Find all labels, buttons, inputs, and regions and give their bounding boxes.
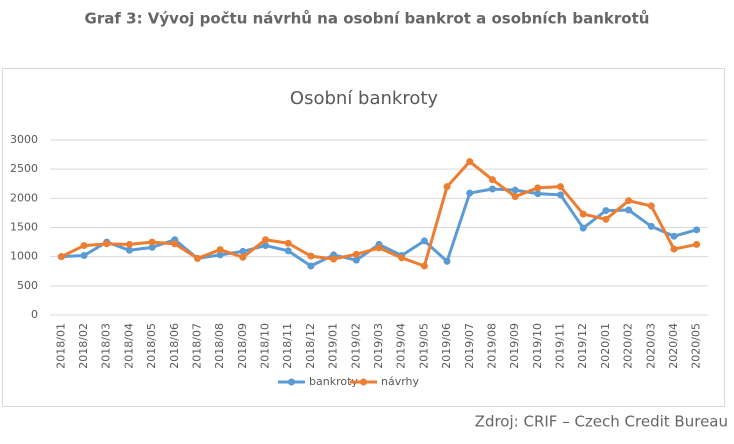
x-tick-label: 2020/02 [622, 323, 635, 369]
data-point [488, 185, 496, 193]
x-tick-label: 2019/07 [463, 323, 476, 369]
data-point [647, 202, 655, 210]
data-point [647, 222, 655, 230]
x-tick-label: 2020/01 [599, 323, 612, 369]
y-tick-label: 1500 [10, 221, 38, 234]
data-point [557, 183, 565, 191]
data-point [284, 247, 292, 255]
x-tick-label: 2018/04 [122, 323, 135, 369]
x-tick-label: 2018/07 [190, 323, 203, 369]
data-point [239, 253, 247, 261]
data-point [284, 239, 292, 247]
x-tick-label: 2020/05 [690, 323, 703, 369]
data-point [466, 158, 474, 166]
legend-marker [288, 378, 295, 386]
data-point [534, 184, 542, 192]
data-point [125, 246, 133, 254]
data-point [693, 240, 701, 248]
data-point [375, 244, 383, 252]
data-point [193, 254, 201, 262]
x-tick-label: 2019/03 [372, 323, 385, 369]
x-tick-label: 2019/04 [395, 323, 408, 369]
x-tick-label: 2019/06 [440, 323, 453, 369]
data-point [534, 190, 542, 198]
legend-marker [360, 378, 367, 386]
data-point [466, 189, 474, 197]
data-point [80, 252, 88, 259]
data-point [262, 242, 270, 250]
x-tick-label: 2019/10 [531, 323, 544, 369]
data-point [171, 240, 179, 248]
x-tick-label: 2019/02 [349, 323, 362, 369]
data-point [488, 176, 496, 184]
x-tick-label: 2019/11 [554, 323, 567, 369]
data-point [80, 242, 88, 250]
x-tick-label: 2020/04 [667, 323, 680, 369]
y-tick-label: 1000 [10, 250, 38, 263]
data-point [670, 245, 678, 253]
x-tick-label: 2019/08 [485, 323, 498, 369]
data-point [693, 226, 701, 234]
data-point [330, 255, 338, 263]
data-point [398, 254, 406, 262]
x-tick-label: 2020/03 [644, 323, 657, 369]
data-point [602, 215, 610, 223]
x-tick-label: 2019/09 [508, 323, 521, 369]
x-tick-label: 2018/06 [168, 323, 181, 369]
x-tick-label: 2018/03 [100, 323, 113, 369]
x-tick-label: 2019/05 [417, 323, 430, 369]
data-point [579, 210, 587, 218]
data-point [420, 237, 428, 245]
x-tick-label: 2018/08 [213, 323, 226, 369]
data-point [148, 238, 156, 246]
chart-frame [2, 68, 725, 407]
x-tick-label: 2018/12 [304, 323, 317, 369]
chart-title: Osobní bankroty [290, 88, 438, 109]
data-point [670, 232, 678, 240]
y-tick-label: 0 [31, 308, 38, 321]
data-point [579, 224, 587, 232]
page-title: Graf 3: Vývoj počtu návrhů na osobní ban… [85, 10, 650, 28]
data-point [625, 206, 633, 214]
data-point [307, 262, 315, 270]
data-point [148, 243, 156, 251]
data-point [511, 193, 519, 201]
data-point [262, 236, 270, 244]
x-tick-label: 2018/10 [259, 323, 272, 369]
legend-label: bankroty [309, 375, 358, 388]
x-tick-label: 2018/09 [236, 323, 249, 369]
x-tick-label: 2018/02 [77, 323, 90, 369]
x-tick-label: 2018/05 [145, 323, 158, 369]
data-point [216, 251, 224, 259]
data-point [103, 240, 111, 248]
y-tick-label: 3000 [10, 133, 38, 146]
legend-label: návrhy [381, 375, 420, 388]
x-tick-label: 2019/12 [576, 323, 589, 369]
data-point [602, 207, 610, 215]
data-point [125, 240, 133, 248]
data-point [352, 250, 360, 258]
source: Zdroj: CRIF – Czech Credit Bureau [475, 413, 728, 431]
data-point [239, 247, 247, 255]
data-point [420, 262, 428, 270]
data-point [443, 183, 451, 191]
y-tick-label: 2000 [10, 191, 38, 204]
data-point [557, 191, 565, 199]
x-tick-label: 2019/01 [327, 323, 340, 369]
data-point [625, 197, 633, 205]
data-point [511, 186, 519, 194]
data-point [216, 246, 224, 254]
data-point [57, 253, 65, 261]
data-point [352, 256, 360, 264]
y-tick-label: 2500 [10, 162, 38, 175]
x-tick-label: 2018/11 [281, 323, 294, 369]
y-tick-label: 500 [17, 279, 38, 292]
data-point [307, 252, 315, 260]
data-point [443, 257, 451, 265]
x-tick-label: 2018/01 [54, 323, 67, 369]
